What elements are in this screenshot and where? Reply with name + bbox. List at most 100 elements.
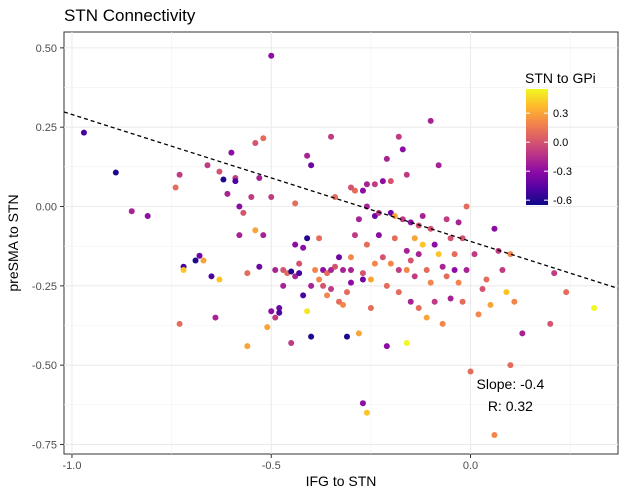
data-point <box>304 308 311 315</box>
data-point <box>228 149 235 156</box>
data-point <box>347 279 354 286</box>
y-tick-label: -0.25 <box>32 281 57 293</box>
data-point <box>391 213 398 220</box>
data-point <box>128 208 135 215</box>
x-tick-label: 0.0 <box>463 460 478 472</box>
data-point <box>407 219 414 226</box>
data-point <box>395 266 402 273</box>
legend-tick-label: 0.0 <box>553 137 568 149</box>
data-point <box>244 343 251 350</box>
data-point <box>336 254 343 261</box>
data-point <box>435 162 442 169</box>
regression-line-layer <box>64 111 618 289</box>
data-point <box>216 276 223 283</box>
data-point <box>324 292 331 299</box>
legend-tick-label: -0.6 <box>553 195 572 207</box>
data-point <box>455 219 462 226</box>
data-point <box>403 339 410 346</box>
data-point <box>268 193 275 200</box>
data-point <box>359 187 366 194</box>
y-tick-label: 0.00 <box>36 202 57 214</box>
data-point <box>347 266 354 273</box>
data-point <box>407 298 414 305</box>
data-point <box>379 254 386 261</box>
data-point <box>304 152 311 159</box>
legend-tick-label: 0.3 <box>553 108 568 120</box>
data-point <box>503 289 510 296</box>
data-point <box>112 169 119 176</box>
data-point <box>439 263 446 270</box>
annotation-text: Slope: -0.4 <box>477 376 545 392</box>
x-axis-label: IFG to STN <box>306 473 377 489</box>
data-point <box>367 276 374 283</box>
data-point <box>308 162 315 169</box>
data-point <box>80 129 87 136</box>
legend-title: STN to GPi <box>525 70 596 86</box>
data-point <box>328 133 335 140</box>
data-point <box>316 235 323 242</box>
data-point <box>347 254 354 261</box>
data-point <box>403 266 410 273</box>
data-point <box>395 133 402 140</box>
data-point <box>411 273 418 280</box>
data-point <box>272 266 279 273</box>
data-point <box>371 260 378 267</box>
data-point <box>144 213 151 220</box>
y-tick-label: 0.25 <box>36 122 57 134</box>
grid-lines <box>64 32 618 454</box>
data-point <box>300 244 307 251</box>
y-axis-label: preSMA to STN <box>5 194 21 291</box>
data-point <box>463 266 470 273</box>
data-point <box>415 305 422 312</box>
data-point <box>308 333 315 340</box>
axes: -1.0 -0.5 0.0 0.50 0.25 0.00 -0.25 -0.50 -0.75 <box>32 43 478 472</box>
data-point <box>236 203 243 210</box>
data-point <box>423 314 430 321</box>
data-point <box>196 252 203 259</box>
data-point <box>339 301 346 308</box>
data-point <box>591 305 598 312</box>
data-point <box>403 247 410 254</box>
data-point <box>236 232 243 239</box>
regression-line <box>64 111 618 289</box>
data-point <box>463 203 470 210</box>
data-point <box>180 266 187 273</box>
data-point <box>435 251 442 258</box>
data-point <box>459 298 466 305</box>
data-point <box>399 146 406 153</box>
data-point <box>471 251 478 258</box>
data-point <box>316 276 323 283</box>
data-point <box>491 431 498 438</box>
data-point <box>248 193 255 200</box>
data-point <box>220 176 227 183</box>
data-point <box>343 333 350 340</box>
data-point <box>332 263 339 270</box>
plot-panel <box>63 31 619 455</box>
data-point <box>216 168 223 175</box>
data-point <box>451 266 458 273</box>
data-point <box>439 320 446 327</box>
data-point <box>204 162 211 169</box>
data-point <box>379 178 386 185</box>
data-point <box>419 213 426 220</box>
data-point <box>308 282 315 289</box>
scatter-points <box>80 52 598 438</box>
data-point <box>483 276 490 283</box>
data-point <box>487 301 494 308</box>
data-point <box>563 289 570 296</box>
data-point <box>343 289 350 296</box>
data-point <box>288 268 295 275</box>
data-point <box>507 251 514 258</box>
data-point <box>355 216 362 223</box>
legend-tick-label: -0.3 <box>553 166 572 178</box>
data-point <box>300 292 307 299</box>
data-point <box>455 279 462 286</box>
data-point <box>371 181 378 188</box>
data-point <box>252 227 259 234</box>
data-point <box>260 232 267 239</box>
data-point <box>443 216 450 223</box>
data-point <box>459 235 466 242</box>
data-point <box>256 174 263 181</box>
data-point <box>296 260 303 267</box>
y-tick-label: -0.75 <box>32 439 57 451</box>
